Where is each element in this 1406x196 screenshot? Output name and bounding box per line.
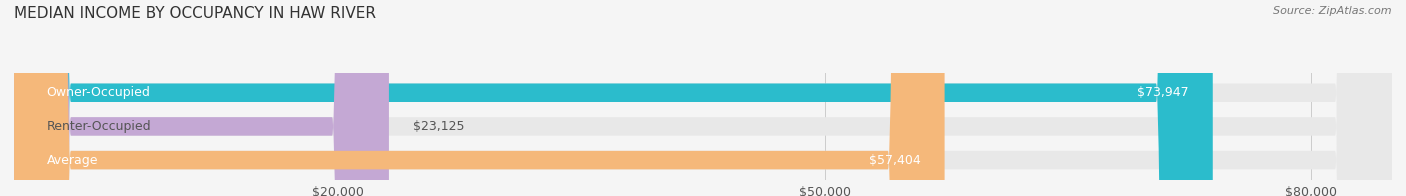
FancyBboxPatch shape [14,0,389,196]
Text: Renter-Occupied: Renter-Occupied [46,120,150,133]
Text: Owner-Occupied: Owner-Occupied [46,86,150,99]
Text: Source: ZipAtlas.com: Source: ZipAtlas.com [1274,6,1392,16]
FancyBboxPatch shape [14,0,1392,196]
Text: MEDIAN INCOME BY OCCUPANCY IN HAW RIVER: MEDIAN INCOME BY OCCUPANCY IN HAW RIVER [14,6,375,21]
Text: Average: Average [46,154,98,167]
FancyBboxPatch shape [14,0,1392,196]
Text: $23,125: $23,125 [413,120,465,133]
Text: $57,404: $57,404 [869,154,921,167]
Text: $73,947: $73,947 [1137,86,1188,99]
FancyBboxPatch shape [14,0,1213,196]
FancyBboxPatch shape [14,0,1392,196]
FancyBboxPatch shape [14,0,945,196]
